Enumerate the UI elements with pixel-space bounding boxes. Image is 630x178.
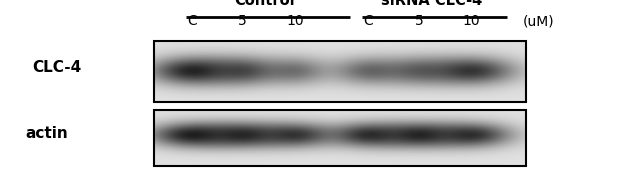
- Text: 5: 5: [415, 14, 423, 28]
- Text: siRNA CLC-4: siRNA CLC-4: [381, 0, 482, 8]
- Bar: [154, 41, 526, 102]
- Text: Control: Control: [234, 0, 295, 8]
- Text: 5: 5: [238, 14, 247, 28]
- Bar: [154, 110, 526, 166]
- Text: C: C: [187, 14, 197, 28]
- Text: 10: 10: [462, 14, 480, 28]
- Text: C: C: [364, 14, 374, 28]
- Text: actin: actin: [26, 126, 69, 141]
- Text: (uM): (uM): [523, 14, 554, 28]
- Text: CLC-4: CLC-4: [32, 60, 81, 75]
- Text: 10: 10: [286, 14, 304, 28]
